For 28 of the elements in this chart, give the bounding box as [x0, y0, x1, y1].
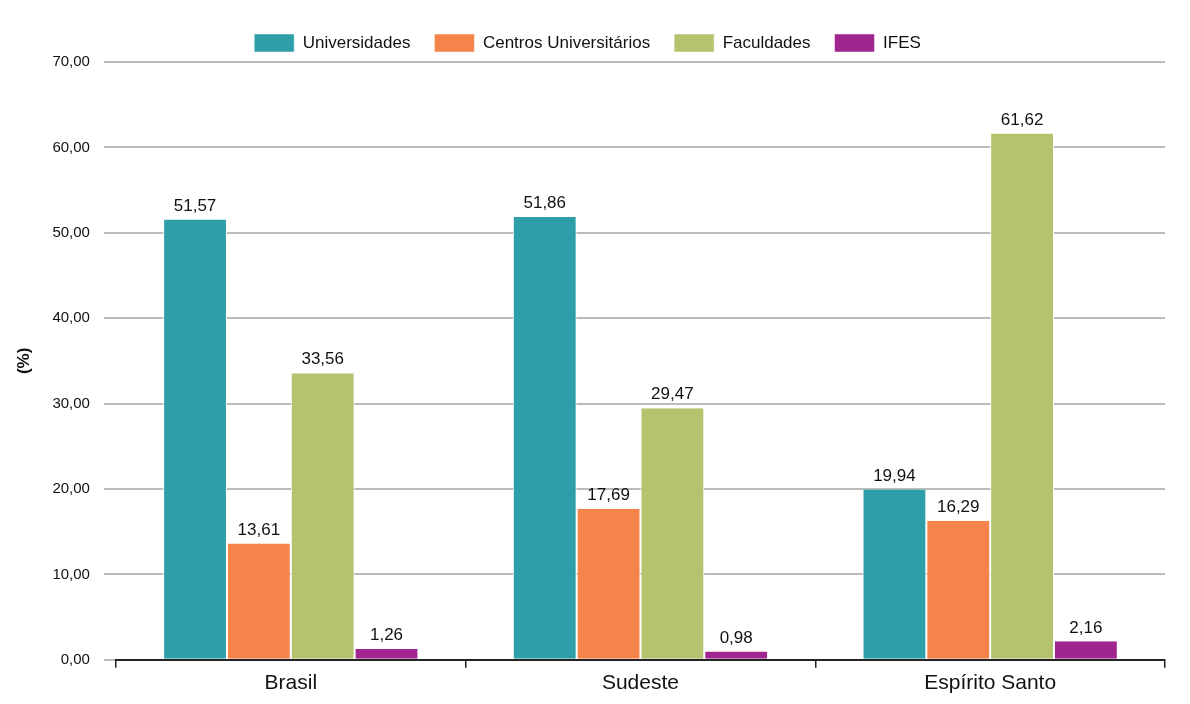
y-tick-label: 10,00 — [52, 564, 90, 582]
y-tick-label: 70,00 — [52, 52, 90, 70]
legend-label: Centros Universitários — [482, 32, 651, 52]
data-label: 17,69 — [587, 484, 630, 504]
x-tick-label: Espírito Santo — [924, 670, 1057, 694]
data-label: 0,98 — [719, 627, 753, 647]
y-tick-label: 20,00 — [52, 479, 90, 497]
data-label: 51,57 — [173, 195, 217, 215]
data-label: 29,47 — [651, 384, 694, 404]
data-label: 1,26 — [369, 625, 404, 645]
y-axis-title: (%) — [13, 347, 33, 375]
data-label: 61,62 — [1000, 109, 1044, 129]
data-label: 16,29 — [936, 496, 980, 516]
data-label: 2,16 — [1069, 617, 1103, 637]
data-label: 19,94 — [873, 465, 916, 485]
y-tick-label: 40,00 — [52, 308, 90, 326]
y-tick-label: 30,00 — [52, 393, 90, 411]
data-label: 13,61 — [237, 519, 281, 539]
legend-label: Universidades — [302, 32, 411, 52]
y-tick-label: 50,00 — [52, 222, 90, 240]
y-tick-label: 0,00 — [60, 649, 90, 667]
x-tick-label: Sudeste — [601, 670, 679, 694]
data-label: 33,56 — [301, 349, 344, 369]
legend-label: IFES — [883, 32, 921, 52]
legend-label: Faculdades — [722, 32, 811, 52]
x-tick-label: Brasil — [264, 670, 318, 694]
data-label: 51,86 — [523, 193, 567, 213]
y-tick-label: 60,00 — [52, 137, 90, 155]
